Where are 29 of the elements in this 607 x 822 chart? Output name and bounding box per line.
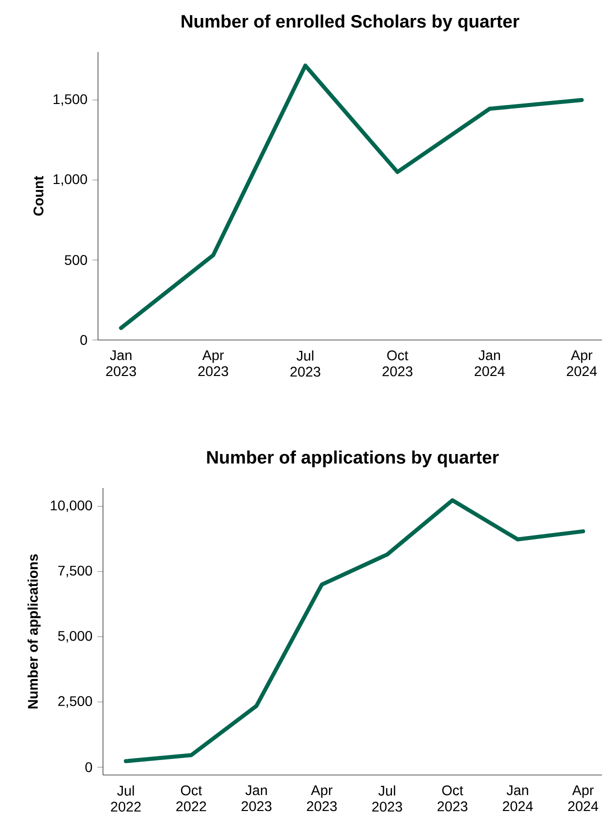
y-tick-label: 0 (80, 335, 87, 345)
x-tick-label: Apr 2024 (566, 350, 597, 376)
chart-title: Number of applications by quarter (206, 450, 499, 468)
y-tick-label: 500 (64, 255, 87, 265)
y-tick-label: 7,500 (58, 566, 92, 578)
x-tick-label: Oct 2022 (176, 785, 206, 812)
y-axis-title: Count (33, 176, 44, 216)
y-tick-label: 10,000 (50, 500, 92, 512)
x-tick-label: Apr 2023 (198, 350, 228, 376)
y-tick-label: 0 (85, 762, 92, 772)
x-tick-label: Apr 2023 (306, 785, 337, 812)
x-tick-label: Jul 2023 (290, 350, 320, 377)
x-tick-label: Jan 2024 (502, 785, 533, 812)
x-tick-label: Jul 2023 (372, 785, 402, 812)
line-series (118, 64, 584, 330)
x-tick-label: Jan 2024 (474, 350, 504, 376)
x-tick-label: Oct 2023 (382, 350, 412, 376)
y-tick-label: 5,000 (58, 630, 92, 643)
y-tick-label: 2,500 (58, 696, 92, 708)
line-series (124, 498, 585, 764)
x-tick-label: Jan 2023 (106, 350, 136, 376)
y-tick-label: 1,000 (53, 174, 87, 186)
x-tick-label: Jul 2022 (110, 785, 140, 812)
y-tick-label: 1,500 (53, 94, 87, 106)
x-tick-label: Apr 2024 (568, 785, 598, 812)
x-tick-label: Oct 2023 (437, 785, 468, 812)
chart-title: Number of enrolled Scholars by quarter (181, 14, 520, 32)
y-axis-title: Number of applications (27, 554, 40, 708)
x-tick-label: Jan 2023 (241, 785, 272, 812)
